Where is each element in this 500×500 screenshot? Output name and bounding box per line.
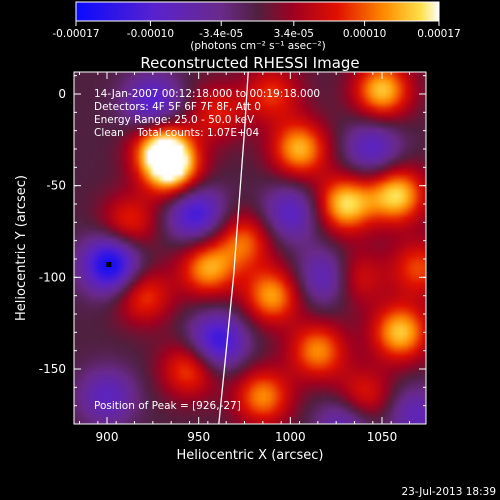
info-line-energy: Energy Range: 25.0 - 50.0 keV — [94, 114, 255, 126]
x-tick-label: 900 — [96, 430, 119, 444]
colorbar-tick-label: -0.00017 — [52, 28, 99, 40]
heatmap-image — [74, 72, 426, 424]
colorbar-ticks: -0.00017 -0.00010 -3.4e-05 3.4e-05 0.00010 0.… — [52, 21, 461, 40]
x-tick-label: 950 — [187, 430, 210, 444]
x-tick-label: 1000 — [275, 430, 306, 444]
info-block: 14-Jan-2007 00:12:18.000 to 00:19:18.000… — [94, 88, 320, 139]
plot-frame — [73, 71, 427, 425]
colorbar-gradient — [75, 1, 440, 22]
chart-title: Reconstructed RHESSI Image — [140, 54, 359, 72]
colorbar-unit-label: (photons cm⁻² s⁻¹ asec⁻²) — [190, 40, 325, 52]
y-tick-label: 0 — [58, 87, 66, 101]
colorbar-tick-label: 0.00010 — [343, 28, 386, 40]
peak-position-label: Position of Peak = [926,-27] — [94, 400, 241, 412]
info-line-counts: Clean Total counts: 1.07E+04 — [94, 127, 259, 139]
info-line-time: 14-Jan-2007 00:12:18.000 to 00:19:18.000 — [94, 88, 320, 100]
x-axis-label: Heliocentric X (arcsec) — [177, 448, 324, 463]
y-tick-label: -50 — [46, 179, 66, 193]
y-tick-label: -150 — [39, 362, 66, 376]
x-tick-label: 1050 — [367, 430, 398, 444]
footer-date: 23-Jul-2013 18:39 — [401, 486, 496, 498]
axis-ticks: 900 950 1000 1050 0 -50 -100 -150 — [39, 72, 426, 444]
colorbar: -0.00017 -0.00010 -3.4e-05 3.4e-05 0.00010 0.… — [52, 1, 461, 52]
minimum-marker — [106, 262, 112, 267]
y-axis-label: Heliocentric Y (arcsec) — [14, 175, 29, 321]
solar-limb-line — [218, 72, 249, 424]
colorbar-tick-label: -3.4e-05 — [199, 28, 243, 40]
y-tick-label: -100 — [39, 270, 66, 284]
colorbar-tick-label: -0.00010 — [127, 28, 174, 40]
info-line-detectors: Detectors: 4F 5F 6F 7F 8F, Att 0 — [94, 101, 261, 113]
colorbar-tick-label: 0.00017 — [417, 28, 460, 40]
colorbar-tick-label: 3.4e-05 — [274, 28, 314, 40]
